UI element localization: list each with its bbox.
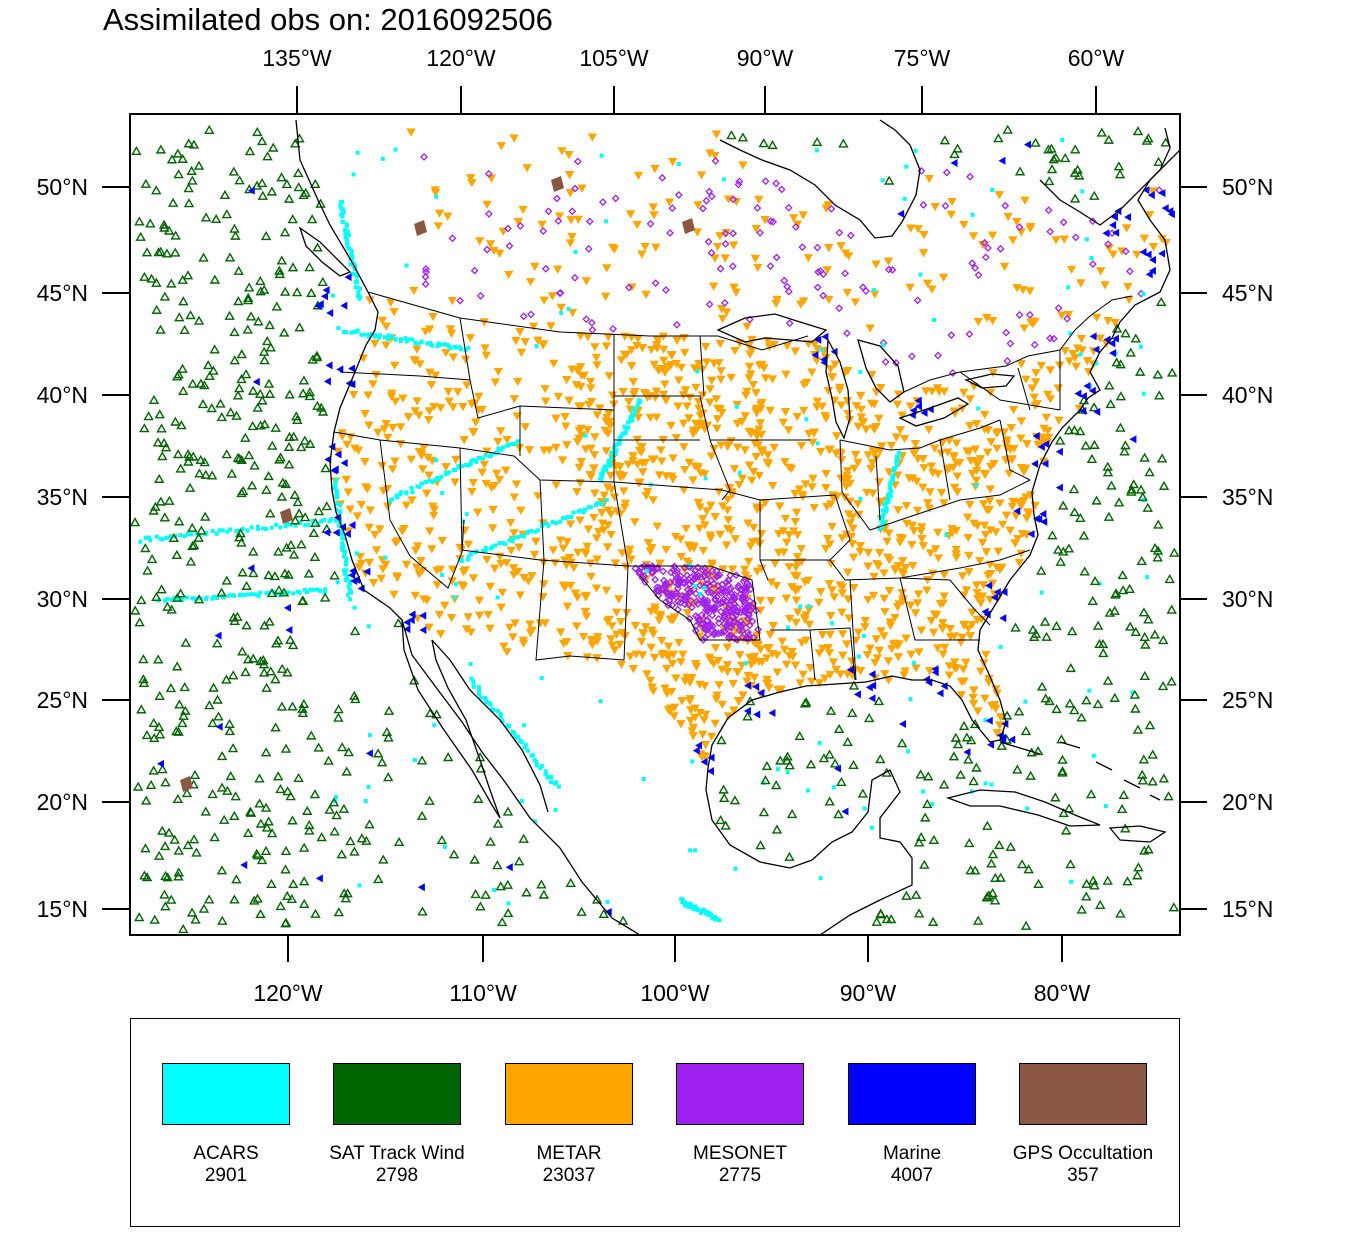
right-lat-label: 40°N	[1222, 382, 1273, 408]
legend-count: 2798	[375, 1165, 419, 1186]
left-lat-label: 25°N	[37, 687, 88, 713]
left-lat-label: 30°N	[37, 586, 88, 612]
legend-item: MESONET 2775	[645, 1019, 816, 1224]
bottom-lon-label: 90°W	[840, 980, 897, 1006]
legend-label: MESONET	[693, 1143, 787, 1164]
right-lat-label: 35°N	[1222, 484, 1273, 510]
lake-ontario	[964, 373, 1016, 389]
bottom-lon-label: 100°W	[640, 980, 710, 1006]
map-title: Assimilated obs on: 2016092506	[103, 2, 553, 37]
legend-label: GPS Occultation	[1012, 1143, 1154, 1164]
bahamas	[1059, 741, 1161, 801]
gulf-california-coast	[431, 639, 549, 813]
top-lon-label: 120°W	[426, 45, 496, 71]
lake-huron	[857, 339, 905, 403]
legend-count: 2901	[204, 1165, 248, 1186]
vancouver-island	[298, 226, 352, 277]
top-lon-label: 75°W	[894, 45, 951, 71]
legend-swatch	[505, 1063, 633, 1125]
right-lat-label: 20°N	[1222, 789, 1273, 815]
cuba	[945, 789, 1101, 827]
lake-erie	[898, 397, 970, 427]
labrador-coast	[1039, 127, 1171, 226]
observation-map: 135°W 120°W 105°W 90°W 75°W 60°W 120°W 110°W 100…	[37, 45, 1274, 1006]
right-lat-label: 15°N	[1222, 896, 1273, 922]
right-lat-label: 45°N	[1222, 280, 1273, 306]
legend-count: 357	[1067, 1165, 1099, 1186]
lake-superior	[716, 313, 828, 343]
legend-count: 4007	[890, 1165, 934, 1186]
legend-count: 2775	[718, 1165, 762, 1186]
left-lat-label: 40°N	[37, 382, 88, 408]
legend-label: Marine	[882, 1143, 942, 1164]
legend-item: SAT Track Wind 2798	[302, 1019, 473, 1224]
mexico-east-coast	[705, 767, 913, 935]
bottom-lon-label: 80°W	[1034, 980, 1091, 1006]
top-lon-label: 105°W	[579, 45, 649, 71]
legend-count: 23037	[542, 1165, 596, 1186]
right-lat-label: 30°N	[1222, 586, 1273, 612]
legend-swatch	[162, 1063, 290, 1125]
legend-item: Marine 4007	[817, 1019, 988, 1224]
florida-keys	[999, 741, 1041, 755]
coastlines-borders	[295, 119, 1180, 935]
left-lat-label: 50°N	[37, 174, 88, 200]
top-lon-label: 90°W	[737, 45, 794, 71]
legend-swatch	[1019, 1063, 1147, 1125]
state-boundaries	[333, 291, 1133, 681]
axis-ticks: 135°W 120°W 105°W 90°W 75°W 60°W 120°W 110°W 100…	[37, 45, 1274, 1006]
left-lat-label: 15°N	[37, 896, 88, 922]
legend-label: METAR	[536, 1143, 602, 1164]
top-lon-label: 135°W	[262, 45, 332, 71]
legend-label: ACARS	[193, 1143, 259, 1164]
lake-michigan	[825, 337, 851, 440]
legend-item: ACARS 2901	[131, 1019, 302, 1224]
legend-swatch	[848, 1063, 976, 1125]
legend-label: SAT Track Wind	[329, 1143, 465, 1164]
legend-panel: ACARS 2901 SAT Track Wind 2798 METAR 23037 MES…	[130, 1018, 1180, 1227]
left-lat-label: 20°N	[37, 789, 88, 815]
legend-item: METAR 23037	[474, 1019, 645, 1224]
baja-coastline	[401, 619, 501, 819]
legend-swatch	[676, 1063, 804, 1125]
bottom-lon-label: 120°W	[253, 980, 323, 1006]
map-frame	[129, 113, 1181, 936]
legend-item: GPS Occultation 357	[988, 1019, 1159, 1224]
atlantic-coastline	[979, 149, 1180, 631]
bottom-lon-label: 110°W	[449, 980, 517, 1006]
gulf-coastline	[707, 629, 1007, 769]
legend-swatch	[333, 1063, 461, 1125]
left-lat-label: 35°N	[37, 484, 88, 510]
right-lat-label: 50°N	[1222, 174, 1273, 200]
pacific-coastline	[295, 119, 641, 935]
observation-points	[130, 124, 1180, 934]
left-lat-label: 45°N	[37, 280, 88, 306]
hispaniola	[1108, 825, 1167, 843]
hudson-bay-coast	[719, 119, 921, 239]
right-lat-label: 25°N	[1222, 687, 1273, 713]
top-lon-label: 60°W	[1068, 45, 1125, 71]
